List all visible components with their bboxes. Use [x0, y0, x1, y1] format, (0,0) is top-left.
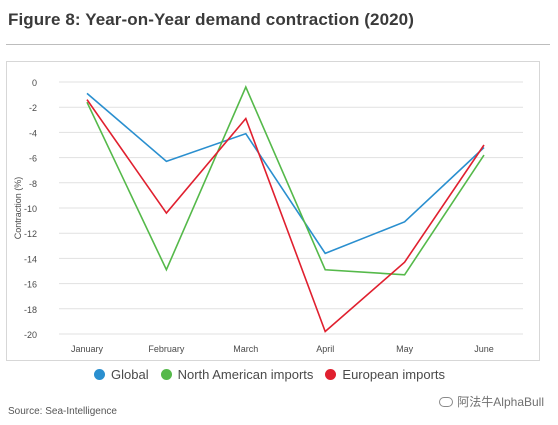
y-tick-label: -10 [24, 204, 37, 214]
legend-label: Global [111, 367, 149, 382]
legend-item: North American imports [160, 367, 314, 382]
legend-marker [160, 369, 172, 380]
legend-marker [325, 369, 337, 380]
y-tick-label: -4 [29, 128, 37, 138]
watermark-text: 阿法牛AlphaBull [457, 395, 544, 409]
chart-title: Figure 8: Year-on-Year demand contractio… [8, 10, 414, 29]
chart-area: 0 -2 -4 -6 -8 -10 -12 -14 -16 -18 -20 Contraction (… [6, 61, 540, 361]
y-tick-label: -20 [24, 330, 37, 340]
x-tick-label: June [474, 344, 494, 354]
line-chart: 0 -2 -4 -6 -8 -10 -12 -14 -16 -18 -20 Contraction (… [13, 78, 523, 354]
chart-legend: Global North American imports European imp… [94, 367, 445, 382]
y-tick-label: 0 [32, 78, 37, 88]
legend-label: European imports [342, 367, 446, 382]
series-line [86, 99, 485, 333]
legend-item: European imports [325, 367, 445, 382]
x-tick-label: February [148, 344, 185, 354]
y-tick-label: -12 [24, 229, 37, 239]
wechat-icon [439, 396, 454, 407]
y-axis-label: Contraction (%) [13, 177, 23, 240]
legend-label: North American imports [177, 367, 314, 382]
source-note: Source: Sea-Intelligence [8, 406, 117, 417]
x-tick-label: April [316, 344, 334, 354]
x-tick-label: March [233, 344, 258, 354]
legend-marker [94, 369, 105, 380]
y-tick-label: -14 [24, 254, 37, 264]
legend-item: Global [94, 367, 149, 382]
watermark: 阿法牛AlphaBull [439, 393, 544, 410]
y-tick-label: -16 [24, 280, 37, 290]
series-line [86, 85, 485, 276]
y-tick-label: -6 [29, 154, 37, 164]
series-line [86, 92, 485, 255]
title-divider [6, 44, 550, 45]
y-tick-label: -18 [24, 305, 37, 315]
y-tick-label: -8 [29, 179, 37, 189]
x-tick-label: January [71, 344, 104, 354]
y-tick-label: -2 [29, 103, 37, 113]
x-tick-label: May [396, 344, 414, 354]
